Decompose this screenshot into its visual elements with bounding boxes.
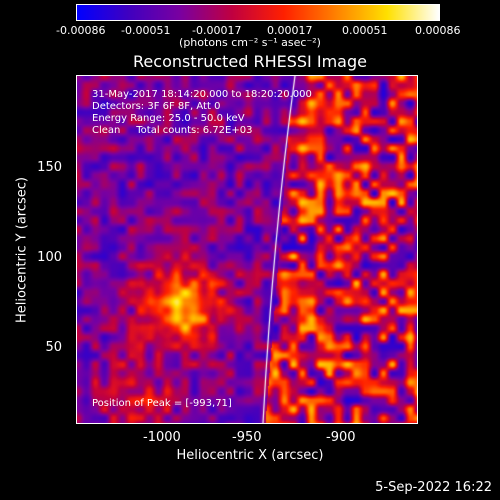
x-tick-label: -950 [232,430,262,445]
colorbar-tick-label: 0.00017 [267,24,313,37]
colorbar [76,4,440,21]
image-plot-area [76,75,418,424]
x-tick-label: -900 [326,430,356,445]
detectors-label: Detectors: 3F 6F 8F, Att 0 [92,101,221,112]
time-range-label: 31-May-2017 18:14:20.000 to 18:20:20.000 [92,89,312,100]
energy-range-label: Energy Range: 25.0 - 50.0 keV [92,113,245,124]
colorbar-tick-label: -0.00086 [56,24,106,37]
colorbar-tick-label: -0.00017 [192,24,242,37]
plot-title: Reconstructed RHESSI Image [133,52,367,71]
peak-position-label: Position of Peak = [-993,71] [92,398,232,409]
colorbar-tick-label: 0.00051 [342,24,388,37]
colorbar-tick-label: -0.00051 [121,24,171,37]
y-tick-label: 100 [37,250,62,265]
y-tick-label: 50 [45,340,62,355]
timestamp: 5-Sep-2022 16:22 [375,480,492,495]
colorbar-units-label: (photons cm⁻² s⁻¹ asec⁻²) [179,36,321,49]
clean-counts-label: Clean Total counts: 6.72E+03 [92,125,253,136]
x-tick-label: -1000 [143,430,181,445]
rhessi-image-canvas [77,76,417,423]
colorbar-tick-label: 0.00086 [415,24,461,37]
y-tick-label: 150 [37,160,62,175]
y-axis-label: Heliocentric Y (arcsec) [14,177,30,323]
x-axis-label: Heliocentric X (arcsec) [176,448,324,463]
